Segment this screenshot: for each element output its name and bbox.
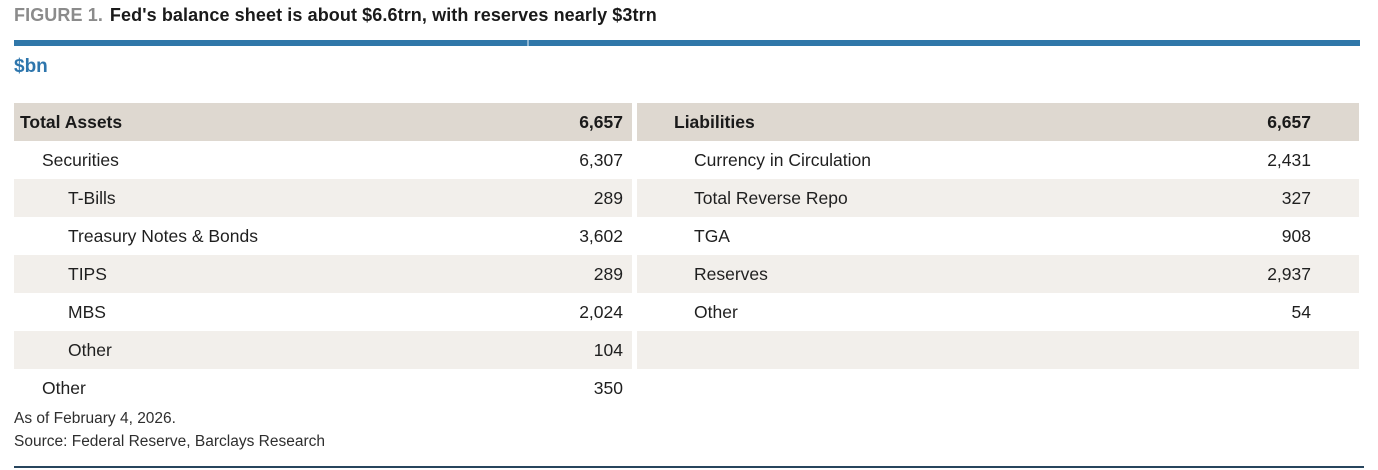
figure-number-label: FIGURE 1. bbox=[14, 5, 103, 25]
figure-title: FIGURE 1. Fed's balance sheet is about $6… bbox=[14, 5, 657, 26]
row-label: Other bbox=[14, 331, 505, 369]
row-label: Securities bbox=[42, 149, 119, 170]
row-value bbox=[1091, 331, 1359, 369]
row-value: 6,307 bbox=[579, 149, 623, 170]
assets-table: Total Assets 6,657 Securities 6,307 T-Bill… bbox=[14, 103, 632, 407]
row-label: TGA bbox=[694, 225, 730, 246]
table-row: MBS 2,024 bbox=[14, 293, 632, 331]
row-label: Total Reverse Repo bbox=[637, 179, 1091, 217]
row-value: 2,937 bbox=[1091, 255, 1359, 293]
table-row: Reserves 2,937 bbox=[637, 255, 1359, 293]
balance-sheet-tables: Total Assets 6,657 Securities 6,307 T-Bill… bbox=[14, 103, 1359, 407]
row-label: Other bbox=[694, 301, 738, 322]
table-row bbox=[637, 331, 1359, 369]
row-value: 289 bbox=[505, 179, 632, 217]
row-label: Reserves bbox=[637, 255, 1091, 293]
liabilities-table: Liabilities 6,657 Currency in Circulatio… bbox=[637, 103, 1359, 407]
row-value bbox=[1091, 369, 1359, 407]
row-value: 289 bbox=[505, 255, 632, 293]
row-label: Other bbox=[42, 377, 86, 398]
assets-header-row: Total Assets 6,657 bbox=[14, 103, 632, 141]
table-row: Total Reverse Repo 327 bbox=[637, 179, 1359, 217]
table-row bbox=[637, 369, 1359, 407]
assets-header-label: Total Assets bbox=[14, 103, 505, 141]
table-row: T-Bills 289 bbox=[14, 179, 632, 217]
row-value: 104 bbox=[505, 331, 632, 369]
row-label bbox=[637, 331, 1091, 369]
table-row: Other 350 bbox=[14, 369, 632, 407]
row-value: 2,431 bbox=[1267, 149, 1311, 170]
table-row: Other 104 bbox=[14, 331, 632, 369]
row-label bbox=[637, 369, 1091, 407]
liabilities-header-value: 6,657 bbox=[1091, 103, 1359, 141]
row-value: 908 bbox=[1281, 225, 1311, 246]
row-value: 2,024 bbox=[579, 301, 623, 322]
units-label: $bn bbox=[14, 56, 48, 77]
table-row: Securities 6,307 bbox=[14, 141, 632, 179]
rule-seam-divider bbox=[527, 40, 529, 46]
liabilities-header-row: Liabilities 6,657 bbox=[637, 103, 1359, 141]
row-label: Currency in Circulation bbox=[694, 149, 872, 170]
row-value: 54 bbox=[1291, 301, 1311, 322]
row-label: MBS bbox=[68, 301, 106, 322]
source-line: Source: Federal Reserve, Barclays Resear… bbox=[14, 433, 325, 450]
figure-footer: As of February 4, 2026. Source: Federal … bbox=[14, 407, 325, 453]
row-value: 327 bbox=[1091, 179, 1359, 217]
top-accent-rule bbox=[14, 40, 1360, 46]
assets-header-value: 6,657 bbox=[505, 103, 632, 141]
row-label: TIPS bbox=[14, 255, 505, 293]
table-row: Currency in Circulation 2,431 bbox=[637, 141, 1359, 179]
footnote-as-of: As of February 4, 2026. bbox=[14, 410, 176, 427]
row-label: T-Bills bbox=[14, 179, 505, 217]
liabilities-header-label: Liabilities bbox=[637, 103, 1091, 141]
table-row: Treasury Notes & Bonds 3,602 bbox=[14, 217, 632, 255]
table-row: Other 54 bbox=[637, 293, 1359, 331]
row-value: 350 bbox=[593, 377, 623, 398]
table-row: TGA 908 bbox=[637, 217, 1359, 255]
figure-headline: Fed's balance sheet is about $6.6trn, wi… bbox=[109, 5, 657, 25]
row-value: 3,602 bbox=[579, 225, 623, 246]
table-row: TIPS 289 bbox=[14, 255, 632, 293]
bottom-rule bbox=[14, 466, 1364, 468]
row-label: Treasury Notes & Bonds bbox=[68, 225, 258, 246]
